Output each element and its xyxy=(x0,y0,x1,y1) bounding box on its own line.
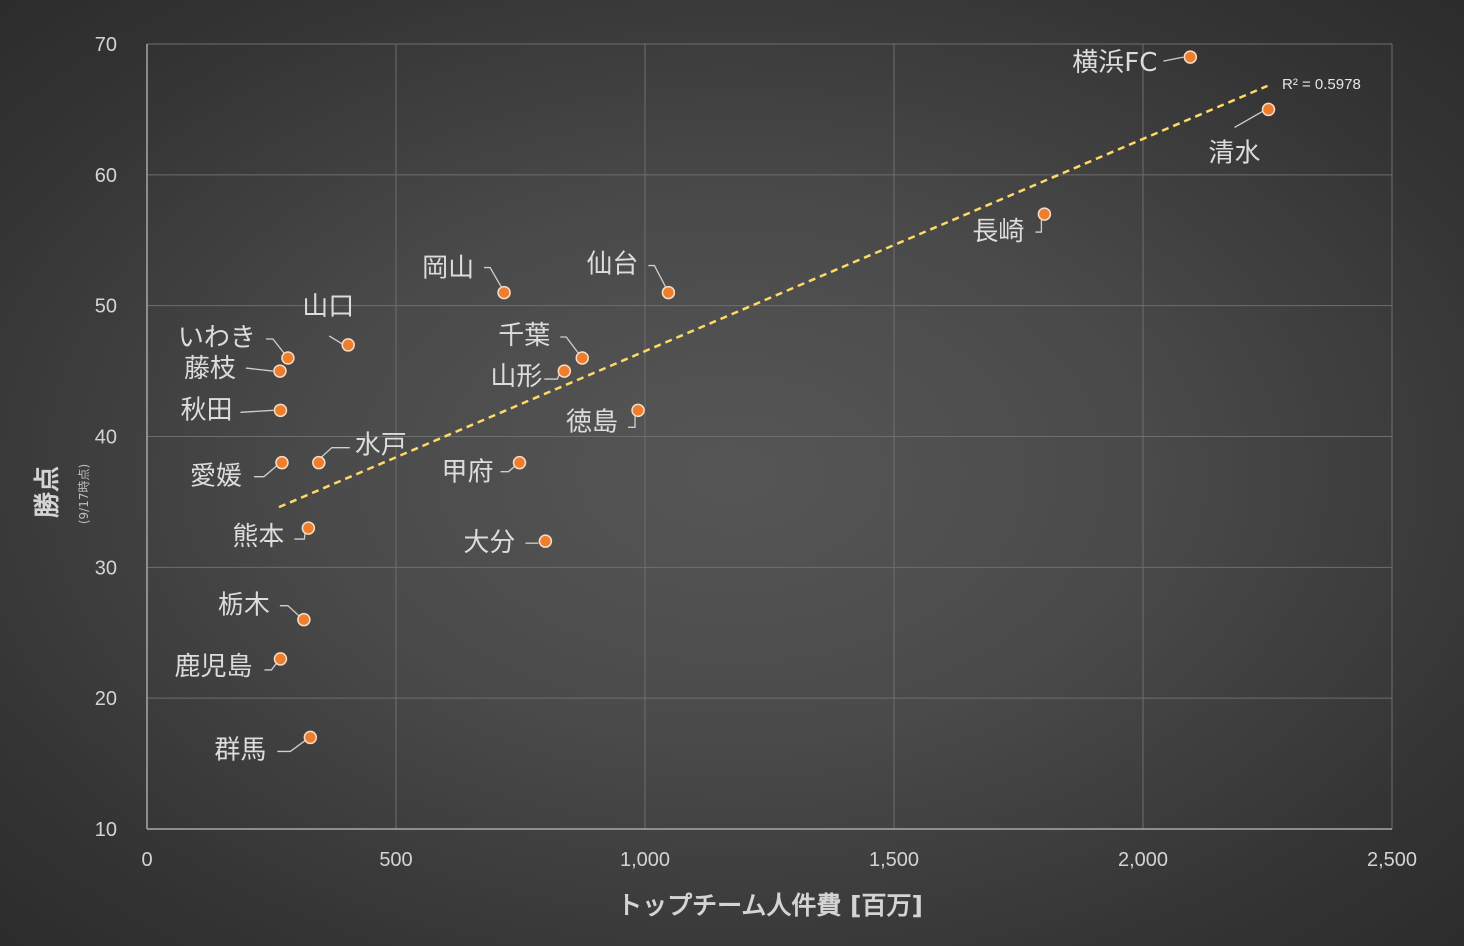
leader-line xyxy=(328,335,343,345)
data-point xyxy=(497,285,511,300)
data-point xyxy=(275,455,289,470)
y-axis-subtitle: (9/17時点) xyxy=(77,464,91,524)
leader-line xyxy=(500,465,516,473)
leader-line xyxy=(253,465,278,478)
leader-line xyxy=(320,447,350,459)
tick-labels: 10 20 30 40 50 60 70 0 500 1,000 1,500 2,000 2,500 xyxy=(95,34,1417,871)
point-label: 岡山 xyxy=(422,254,474,284)
leader-line xyxy=(277,739,306,753)
leader-line xyxy=(1163,56,1184,62)
data-point xyxy=(631,403,645,418)
data-point xyxy=(273,652,288,666)
point-label: いわき xyxy=(178,323,256,353)
y-axis-subtitle-group: (9/17時点) xyxy=(77,464,91,524)
leader-line xyxy=(240,409,274,413)
y-tick-label: 60 xyxy=(95,165,117,187)
data-point xyxy=(297,612,311,627)
leader-line xyxy=(279,605,301,618)
data-point xyxy=(1261,102,1276,117)
data-point xyxy=(575,351,590,365)
point-label: 山形 xyxy=(490,362,542,392)
y-tick-label: 40 xyxy=(95,427,117,449)
leader-line xyxy=(628,414,636,428)
leader-line xyxy=(1234,110,1263,128)
point-label: 甲府 xyxy=(442,458,494,488)
data-point xyxy=(1037,207,1052,221)
data-point xyxy=(281,351,295,365)
data-point xyxy=(557,364,572,378)
point-label: 千葉 xyxy=(498,321,550,351)
y-axis-title: 勝点 xyxy=(32,466,63,518)
leader-line xyxy=(265,338,285,354)
point-label: 群馬 xyxy=(214,735,266,765)
point-label: 愛媛 xyxy=(190,462,242,492)
grid xyxy=(146,43,1393,830)
data-point xyxy=(273,403,288,418)
point-label: 横浜FC xyxy=(1072,48,1157,78)
leader-lines xyxy=(240,56,1263,753)
point-label: 水戸 xyxy=(355,431,407,461)
data-point xyxy=(301,521,316,535)
leader-line xyxy=(544,373,560,380)
y-tick-label: 70 xyxy=(95,34,117,56)
trendline-group xyxy=(278,84,1268,509)
leader-line xyxy=(484,266,502,287)
point-label: 山口 xyxy=(302,292,354,322)
data-point xyxy=(312,455,326,470)
point-label: 徳島 xyxy=(566,407,618,437)
data-point xyxy=(273,364,287,378)
leader-line xyxy=(245,367,274,372)
data-point xyxy=(1183,50,1198,64)
y-tick-label: 50 xyxy=(95,296,117,318)
x-tick-label: 1,000 xyxy=(620,849,670,871)
r-squared-label: R² = 0.5978 xyxy=(1282,76,1361,93)
y-axis-title-group: 勝点 xyxy=(32,466,63,518)
x-axis-title: トップチーム人件費 [百万] xyxy=(617,891,923,920)
point-label: 仙台 xyxy=(586,250,638,280)
leader-line xyxy=(264,661,278,671)
leader-line xyxy=(648,264,666,287)
point-label: 藤枝 xyxy=(184,354,236,384)
x-tick-label: 2,500 xyxy=(1367,849,1417,871)
data-points xyxy=(273,50,1276,745)
leader-line xyxy=(560,336,579,354)
x-tick-label: 500 xyxy=(379,849,412,871)
point-label: 秋田 xyxy=(180,395,232,425)
data-point xyxy=(538,534,553,548)
y-tick-label: 30 xyxy=(95,557,117,579)
data-point xyxy=(512,455,527,470)
leader-line xyxy=(1035,218,1043,233)
point-label: 清水 xyxy=(1208,138,1260,168)
y-tick-label: 10 xyxy=(95,819,117,841)
data-point xyxy=(303,730,318,745)
point-label: 栃木 xyxy=(218,591,270,621)
x-tick-label: 0 xyxy=(141,849,152,871)
point-label: 鹿児島 xyxy=(174,652,252,682)
point-label: 大分 xyxy=(463,528,515,558)
x-tick-label: 1,500 xyxy=(869,849,919,871)
x-tick-label: 2,000 xyxy=(1118,849,1168,871)
trendline xyxy=(278,84,1268,509)
data-point xyxy=(341,338,355,352)
point-label: 熊本 xyxy=(232,522,284,552)
point-label: 長崎 xyxy=(972,217,1024,247)
y-tick-label: 20 xyxy=(95,688,117,710)
data-point xyxy=(661,285,676,300)
